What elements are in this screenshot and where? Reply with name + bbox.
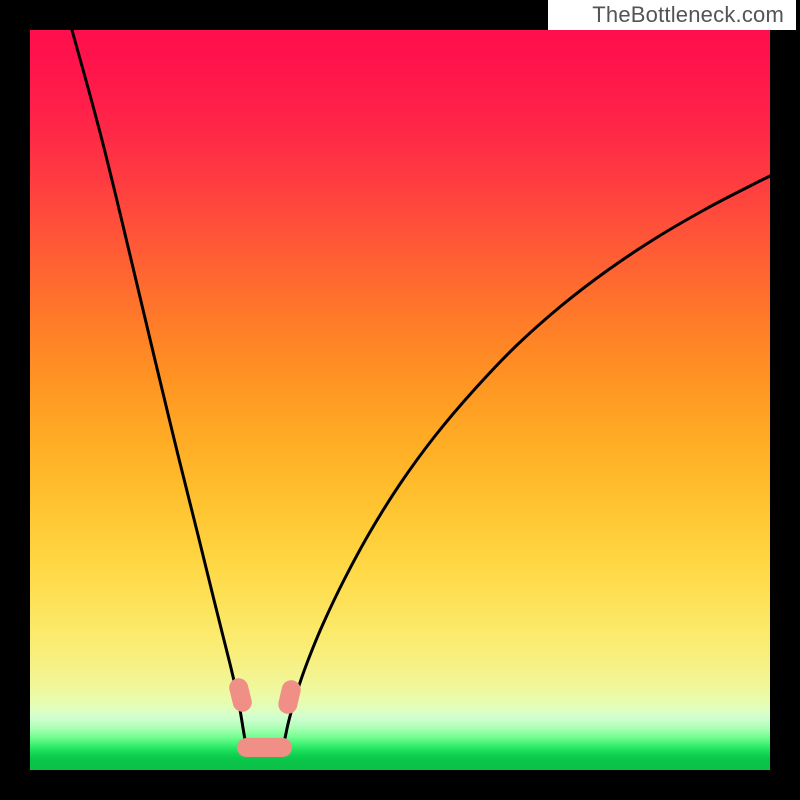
plot-border-right: [770, 0, 800, 800]
trough-blob: [276, 678, 302, 715]
trough-blob: [237, 738, 292, 757]
trough-blob: [227, 676, 254, 714]
plot-border-left: [0, 0, 30, 800]
trough-markers: [0, 0, 800, 800]
watermark-text: TheBottleneck.com: [592, 2, 784, 28]
chart-stage: TheBottleneck.com: [0, 0, 800, 800]
watermark-label: TheBottleneck.com: [548, 0, 796, 30]
plot-border-bottom: [0, 770, 800, 800]
